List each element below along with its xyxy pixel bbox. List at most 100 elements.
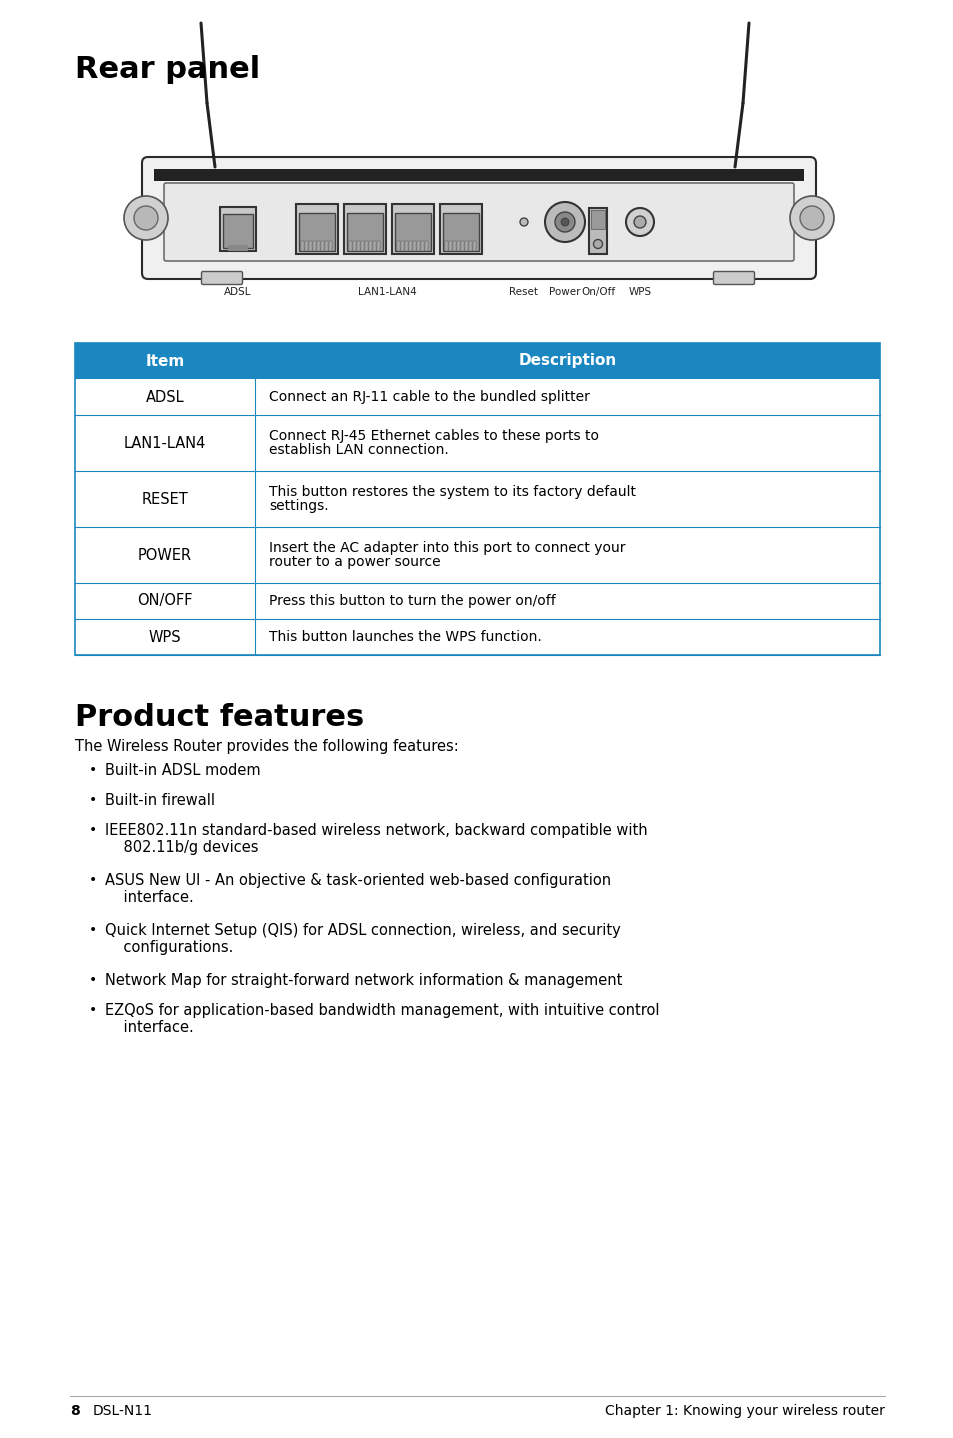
Text: Quick Internet Setup (QIS) for ADSL connection, wireless, and security
    confi: Quick Internet Setup (QIS) for ADSL conn… <box>105 923 620 955</box>
Circle shape <box>625 209 654 236</box>
Bar <box>460 242 463 252</box>
Circle shape <box>124 196 168 240</box>
Bar <box>298 213 335 252</box>
Text: •: • <box>89 1002 97 1017</box>
Bar <box>456 242 459 252</box>
Circle shape <box>800 206 823 230</box>
Bar <box>464 242 468 252</box>
Bar <box>588 209 606 255</box>
Bar <box>420 242 423 252</box>
Bar <box>153 170 803 181</box>
Text: •: • <box>89 792 97 807</box>
Bar <box>228 244 248 252</box>
Bar <box>320 242 324 252</box>
Bar <box>392 204 434 255</box>
Text: EZQoS for application-based bandwidth management, with intuitive control
    int: EZQoS for application-based bandwidth ma… <box>105 1002 659 1035</box>
Text: DSL-N11: DSL-N11 <box>92 1403 152 1418</box>
Bar <box>396 242 399 252</box>
Bar <box>444 242 448 252</box>
Text: 8: 8 <box>70 1403 80 1418</box>
Text: WPS: WPS <box>149 630 181 644</box>
Circle shape <box>544 201 584 242</box>
Text: •: • <box>89 974 97 986</box>
Bar <box>439 204 481 255</box>
Text: Chapter 1: Knowing your wireless router: Chapter 1: Knowing your wireless router <box>604 1403 884 1418</box>
Bar <box>405 242 408 252</box>
Bar <box>473 242 476 252</box>
Circle shape <box>560 219 568 226</box>
Circle shape <box>133 206 158 230</box>
Bar <box>295 204 337 255</box>
Bar <box>325 242 328 252</box>
Bar <box>453 242 456 252</box>
Bar <box>365 242 368 252</box>
Circle shape <box>593 240 602 249</box>
Bar <box>590 210 604 229</box>
Text: Product features: Product features <box>75 703 364 732</box>
Circle shape <box>555 211 575 232</box>
Text: •: • <box>89 823 97 837</box>
Text: This button launches the WPS function.: This button launches the WPS function. <box>269 630 541 644</box>
Text: settings.: settings. <box>269 499 328 513</box>
Text: POWER: POWER <box>138 548 192 562</box>
Bar <box>313 242 315 252</box>
FancyBboxPatch shape <box>201 272 242 285</box>
Bar <box>75 416 879 472</box>
Text: Item: Item <box>145 354 185 368</box>
Text: ASUS New UI - An objective & task-oriented web-based configuration
    interface: ASUS New UI - An objective & task-orient… <box>105 873 611 906</box>
Bar <box>449 242 452 252</box>
Bar <box>356 242 359 252</box>
Text: Connect RJ-45 Ethernet cables to these ports to: Connect RJ-45 Ethernet cables to these p… <box>269 429 598 443</box>
Text: RESET: RESET <box>141 492 188 506</box>
Text: LAN1-LAN4: LAN1-LAN4 <box>124 436 206 450</box>
Bar <box>424 242 428 252</box>
Bar <box>305 242 308 252</box>
Bar <box>360 242 364 252</box>
Bar <box>309 242 312 252</box>
Bar <box>75 380 879 416</box>
Text: •: • <box>89 923 97 938</box>
Bar <box>75 472 879 526</box>
Text: Reset: Reset <box>509 288 537 298</box>
Text: Network Map for straight-forward network information & management: Network Map for straight-forward network… <box>105 974 621 988</box>
Text: This button restores the system to its factory default: This button restores the system to its f… <box>269 485 636 499</box>
Bar <box>220 207 255 252</box>
Text: Press this button to turn the power on/off: Press this button to turn the power on/o… <box>269 594 556 608</box>
Circle shape <box>519 219 527 226</box>
Bar <box>329 242 332 252</box>
Bar <box>416 242 419 252</box>
Text: Insert the AC adapter into this port to connect your: Insert the AC adapter into this port to … <box>269 541 625 555</box>
Bar <box>75 526 879 582</box>
Bar <box>75 582 879 618</box>
Bar <box>442 213 478 252</box>
Text: Description: Description <box>517 354 616 368</box>
Bar <box>373 242 375 252</box>
Text: The Wireless Router provides the following features:: The Wireless Router provides the followi… <box>75 739 458 754</box>
Bar <box>413 242 416 252</box>
Text: LAN1-LAN4: LAN1-LAN4 <box>357 288 416 298</box>
Text: Rear panel: Rear panel <box>75 55 260 83</box>
Bar <box>395 213 431 252</box>
Bar <box>316 242 319 252</box>
Text: ON/OFF: ON/OFF <box>137 594 193 608</box>
Circle shape <box>634 216 645 229</box>
Text: Built-in ADSL modem: Built-in ADSL modem <box>105 764 260 778</box>
Bar <box>353 242 355 252</box>
Text: •: • <box>89 873 97 887</box>
Text: •: • <box>89 764 97 777</box>
Bar <box>75 618 879 654</box>
Bar <box>409 242 412 252</box>
Bar <box>344 204 386 255</box>
Bar <box>376 242 379 252</box>
FancyBboxPatch shape <box>142 157 815 279</box>
Text: IEEE802.11n standard-based wireless network, backward compatible with
    802.11: IEEE802.11n standard-based wireless netw… <box>105 823 647 856</box>
Bar <box>75 344 879 380</box>
Text: Power: Power <box>549 288 580 298</box>
Bar <box>369 242 372 252</box>
Text: establish LAN connection.: establish LAN connection. <box>269 443 448 457</box>
Text: router to a power source: router to a power source <box>269 555 440 569</box>
Bar <box>75 344 879 654</box>
Text: ADSL: ADSL <box>224 288 252 298</box>
FancyBboxPatch shape <box>713 272 754 285</box>
Bar <box>469 242 472 252</box>
